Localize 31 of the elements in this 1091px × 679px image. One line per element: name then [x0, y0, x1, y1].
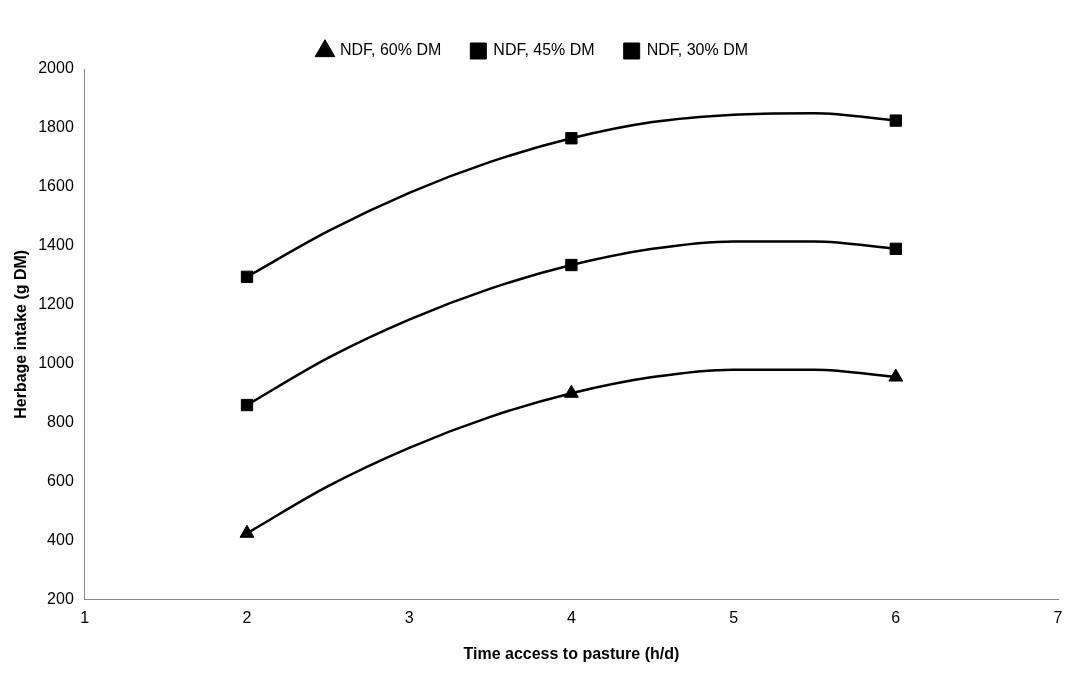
y-tick-label: 200 [47, 590, 74, 608]
y-tick-label: 1000 [38, 354, 74, 372]
point [889, 114, 902, 127]
point [563, 384, 579, 398]
y-tick-label: 1400 [38, 236, 74, 254]
y-tick-label: 400 [47, 531, 74, 549]
legend-label: NDF, 30% DM [646, 41, 749, 59]
legend-label: NDF, 60% DM [339, 41, 442, 59]
y-tick-label: 1800 [38, 118, 74, 136]
y-axis-title: Herbage intake (g DM) [12, 249, 30, 419]
x-tick-label: 2 [242, 608, 252, 626]
point [240, 270, 254, 283]
y-tick-label: 1200 [38, 295, 74, 313]
x-axis-title: Time access to pasture (h/d) [463, 644, 680, 662]
y-tick-label: 800 [47, 413, 74, 431]
point [888, 368, 904, 382]
point [889, 242, 902, 255]
y-tick-label: 600 [47, 472, 74, 490]
x-tick-label: 7 [1053, 608, 1063, 626]
x-tick-label: 6 [891, 608, 901, 626]
point [565, 258, 578, 272]
point [565, 132, 578, 145]
point [239, 524, 255, 538]
x-tick-label: 5 [729, 608, 739, 626]
x-tick-label: 4 [566, 608, 576, 626]
x-tick-label: 1 [80, 608, 90, 626]
point [240, 398, 254, 412]
y-tick-label: 2000 [38, 59, 74, 77]
x-tick-label: 3 [404, 608, 414, 626]
y-tick-label: 1600 [38, 177, 74, 195]
legend-label: NDF, 45% DM [493, 41, 595, 59]
